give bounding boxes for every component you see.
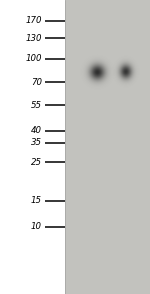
Text: 70: 70 <box>31 78 42 87</box>
Text: 25: 25 <box>31 158 42 167</box>
Text: 10: 10 <box>31 223 42 231</box>
Text: 35: 35 <box>31 138 42 147</box>
Text: 40: 40 <box>31 126 42 135</box>
Text: 55: 55 <box>31 101 42 110</box>
Text: 130: 130 <box>26 34 42 43</box>
Text: 100: 100 <box>26 54 42 63</box>
Text: 15: 15 <box>31 196 42 205</box>
Bar <box>65 0 150 294</box>
Text: 170: 170 <box>26 16 42 25</box>
